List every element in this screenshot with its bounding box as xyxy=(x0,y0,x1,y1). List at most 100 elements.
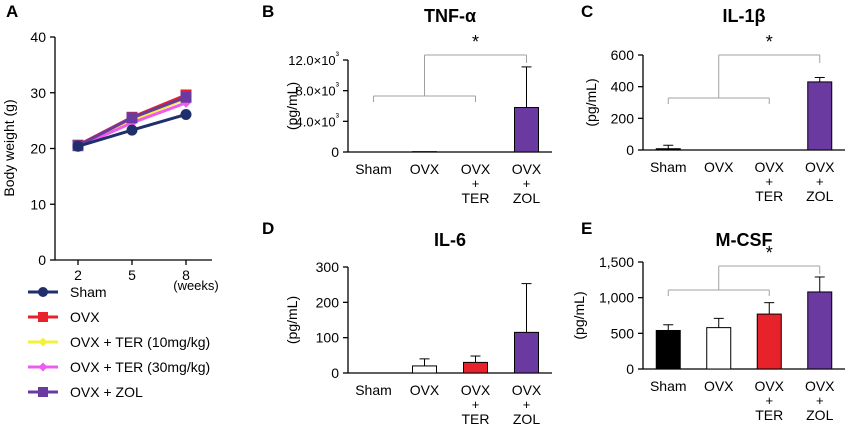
d-y-tick-label: 0 xyxy=(331,365,339,381)
a-y-tick-label: 0 xyxy=(38,252,46,268)
a-legend-label: OVX + ZOL xyxy=(70,384,143,400)
c-bar xyxy=(807,81,833,151)
c-x-tick-label-plus: + xyxy=(765,174,773,189)
c-y-tick-label: 200 xyxy=(611,110,635,126)
a-data-point xyxy=(126,112,138,124)
b-y-tick-label-mantissa: 8.0×10 xyxy=(296,84,336,99)
e-y-tick-label: 500 xyxy=(611,325,635,341)
a-y-axis-label: Body weight (g) xyxy=(1,99,17,196)
b-y-tick-label-mantissa: 12.0×10 xyxy=(288,53,335,68)
b-y-tick-label: 8.0×10³ xyxy=(296,82,340,99)
a-data-point xyxy=(126,124,138,136)
d-x-tick-label: TER xyxy=(462,411,490,427)
e-bar xyxy=(807,291,833,370)
c-significance-star: * xyxy=(766,32,773,52)
a-x-tick-label: 5 xyxy=(128,267,136,283)
b-x-tick-label-plus: + xyxy=(523,176,531,191)
d-y-tick-label: 300 xyxy=(316,259,340,275)
c-x-tick-label: TER xyxy=(755,188,783,204)
c-x-tick-label: OVX xyxy=(704,159,734,175)
a-data-point xyxy=(72,140,84,152)
c-x-tick-label: OVX xyxy=(754,159,784,175)
e-x-tick-label: Sham xyxy=(650,378,687,394)
d-title: IL-6 xyxy=(434,230,466,250)
d-y-axis-label: (pg/mL) xyxy=(284,296,300,344)
e-y-axis-label: (pg/mL) xyxy=(571,291,587,339)
panel-label-E: E xyxy=(581,219,592,238)
e-x-tick-label: OVX xyxy=(805,378,835,394)
e-title: M-CSF xyxy=(716,230,773,250)
b-x-tick-label: TER xyxy=(462,190,490,206)
e-significance-star: * xyxy=(766,243,773,263)
a-data-point xyxy=(180,108,192,120)
b-x-tick-label: OVX xyxy=(410,161,440,177)
b-y-tick-label: 12.0×10³ xyxy=(288,51,339,68)
a-x-tick-label: 8 xyxy=(182,267,190,283)
c-x-tick-label: Sham xyxy=(650,159,687,175)
d-x-tick-label: OVX xyxy=(461,382,491,398)
b-significance-star: * xyxy=(472,32,479,52)
b-y-axis-label: (pg/mL) xyxy=(284,82,300,130)
a-data-point xyxy=(180,91,192,103)
e-x-tick-label-plus: + xyxy=(816,393,824,408)
b-x-tick-label-plus: + xyxy=(472,176,480,191)
e-y-tick-label: 1,000 xyxy=(599,290,634,306)
panel-label-C: C xyxy=(581,2,593,21)
d-x-tick-label: OVX xyxy=(512,382,542,398)
d-bar xyxy=(412,365,437,374)
c-y-axis-label: (pg/mL) xyxy=(583,78,599,126)
a-y-tick-label: 30 xyxy=(30,85,46,101)
d-y-tick-label: 200 xyxy=(316,294,340,310)
b-x-tick-label: OVX xyxy=(512,161,542,177)
panel-label-A: A xyxy=(6,2,18,21)
e-bar xyxy=(756,313,782,370)
c-x-tick-label: ZOL xyxy=(806,188,833,204)
a-y-tick-label: 20 xyxy=(30,141,46,157)
b-x-tick-label: OVX xyxy=(461,161,491,177)
a-legend-marker xyxy=(38,287,48,297)
e-bar xyxy=(706,327,732,370)
b-y-tick-label-exponent: ³ xyxy=(336,51,340,62)
e-x-tick-label: TER xyxy=(755,407,783,423)
b-x-tick-label: ZOL xyxy=(513,190,540,206)
d-x-tick-label: Sham xyxy=(355,382,392,398)
panel-label-D: D xyxy=(262,219,274,238)
c-y-tick-label: 0 xyxy=(626,142,634,158)
b-y-tick-label: 0 xyxy=(331,144,339,160)
d-x-tick-label: ZOL xyxy=(513,411,540,427)
c-y-tick-label: 400 xyxy=(611,79,635,95)
d-bar xyxy=(463,361,488,374)
c-title: IL-1β xyxy=(723,6,766,26)
c-bar xyxy=(655,148,681,151)
a-y-tick-label: 40 xyxy=(30,29,46,45)
e-y-tick-label: 0 xyxy=(626,361,634,377)
b-y-tick-label-exponent: ³ xyxy=(336,112,340,123)
b-x-tick-label: Sham xyxy=(355,161,392,177)
d-x-tick-label: OVX xyxy=(410,382,440,398)
a-x-axis-label: (weeks) xyxy=(173,278,219,293)
a-legend-marker xyxy=(38,312,48,322)
a-y-tick-label: 10 xyxy=(30,196,46,212)
b-y-tick-label: 4.0×10³ xyxy=(296,112,340,129)
e-x-tick-label: ZOL xyxy=(806,407,833,423)
a-legend-label: Sham xyxy=(70,284,107,300)
a-legend-label: OVX xyxy=(70,309,100,325)
d-y-tick-label: 100 xyxy=(316,330,340,346)
b-y-tick-label-mantissa: 4.0×10 xyxy=(296,114,336,129)
d-x-tick-label-plus: + xyxy=(472,397,480,412)
e-x-tick-label: OVX xyxy=(754,378,784,394)
a-legend-marker xyxy=(38,387,48,397)
e-x-tick-label: OVX xyxy=(704,378,734,394)
b-title: TNF-α xyxy=(424,6,476,26)
e-x-tick-label-plus: + xyxy=(765,393,773,408)
b-bar xyxy=(514,107,539,153)
d-x-tick-label-plus: + xyxy=(523,397,531,412)
a-legend-marker xyxy=(38,337,48,347)
a-legend-marker xyxy=(38,362,48,372)
c-x-tick-label-plus: + xyxy=(816,174,824,189)
panel-label-B: B xyxy=(262,2,274,21)
e-bar xyxy=(655,329,681,370)
a-legend-label: OVX + TER (30mg/kg) xyxy=(70,359,210,375)
e-y-tick-label: 1,500 xyxy=(599,254,634,270)
